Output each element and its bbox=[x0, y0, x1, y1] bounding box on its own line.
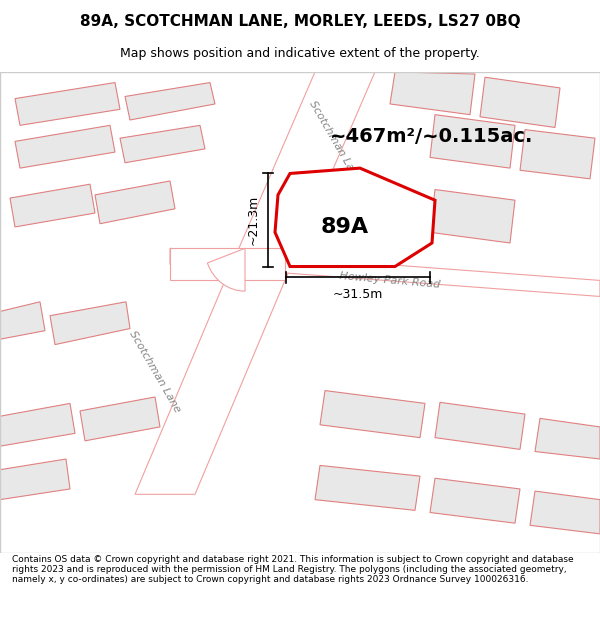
Text: 89A, SCOTCHMAN LANE, MORLEY, LEEDS, LS27 0BQ: 89A, SCOTCHMAN LANE, MORLEY, LEEDS, LS27… bbox=[80, 14, 520, 29]
Polygon shape bbox=[315, 466, 420, 511]
Polygon shape bbox=[0, 459, 70, 499]
Polygon shape bbox=[430, 478, 520, 523]
Text: Contains OS data © Crown copyright and database right 2021. This information is : Contains OS data © Crown copyright and d… bbox=[12, 554, 574, 584]
Polygon shape bbox=[15, 82, 120, 126]
Polygon shape bbox=[320, 391, 425, 438]
Polygon shape bbox=[0, 403, 75, 446]
Polygon shape bbox=[125, 82, 215, 120]
Polygon shape bbox=[430, 114, 515, 168]
Polygon shape bbox=[15, 126, 115, 168]
Polygon shape bbox=[530, 491, 600, 534]
Polygon shape bbox=[95, 181, 175, 224]
Polygon shape bbox=[535, 418, 600, 459]
Polygon shape bbox=[295, 195, 358, 238]
Text: Howley Park Road: Howley Park Road bbox=[339, 271, 441, 290]
Polygon shape bbox=[50, 302, 130, 344]
Polygon shape bbox=[10, 184, 95, 227]
Polygon shape bbox=[520, 129, 595, 179]
Text: ~467m²/~0.115ac.: ~467m²/~0.115ac. bbox=[330, 126, 533, 146]
Polygon shape bbox=[80, 397, 160, 441]
Polygon shape bbox=[170, 248, 600, 296]
Polygon shape bbox=[480, 78, 560, 128]
Polygon shape bbox=[0, 302, 45, 339]
Wedge shape bbox=[208, 248, 245, 291]
Text: Map shows position and indicative extent of the property.: Map shows position and indicative extent… bbox=[120, 48, 480, 61]
Text: Scotchman Lane: Scotchman Lane bbox=[127, 329, 182, 414]
Polygon shape bbox=[435, 402, 525, 449]
Text: ~21.3m: ~21.3m bbox=[247, 195, 260, 245]
Polygon shape bbox=[120, 126, 205, 162]
Text: ~31.5m: ~31.5m bbox=[333, 288, 383, 301]
Polygon shape bbox=[170, 248, 285, 281]
Polygon shape bbox=[390, 72, 475, 114]
Polygon shape bbox=[225, 72, 375, 281]
Text: Scotchman Lane: Scotchman Lane bbox=[307, 99, 362, 184]
Polygon shape bbox=[135, 281, 285, 494]
Polygon shape bbox=[430, 189, 515, 243]
Text: 89A: 89A bbox=[321, 217, 369, 237]
Polygon shape bbox=[275, 168, 435, 266]
